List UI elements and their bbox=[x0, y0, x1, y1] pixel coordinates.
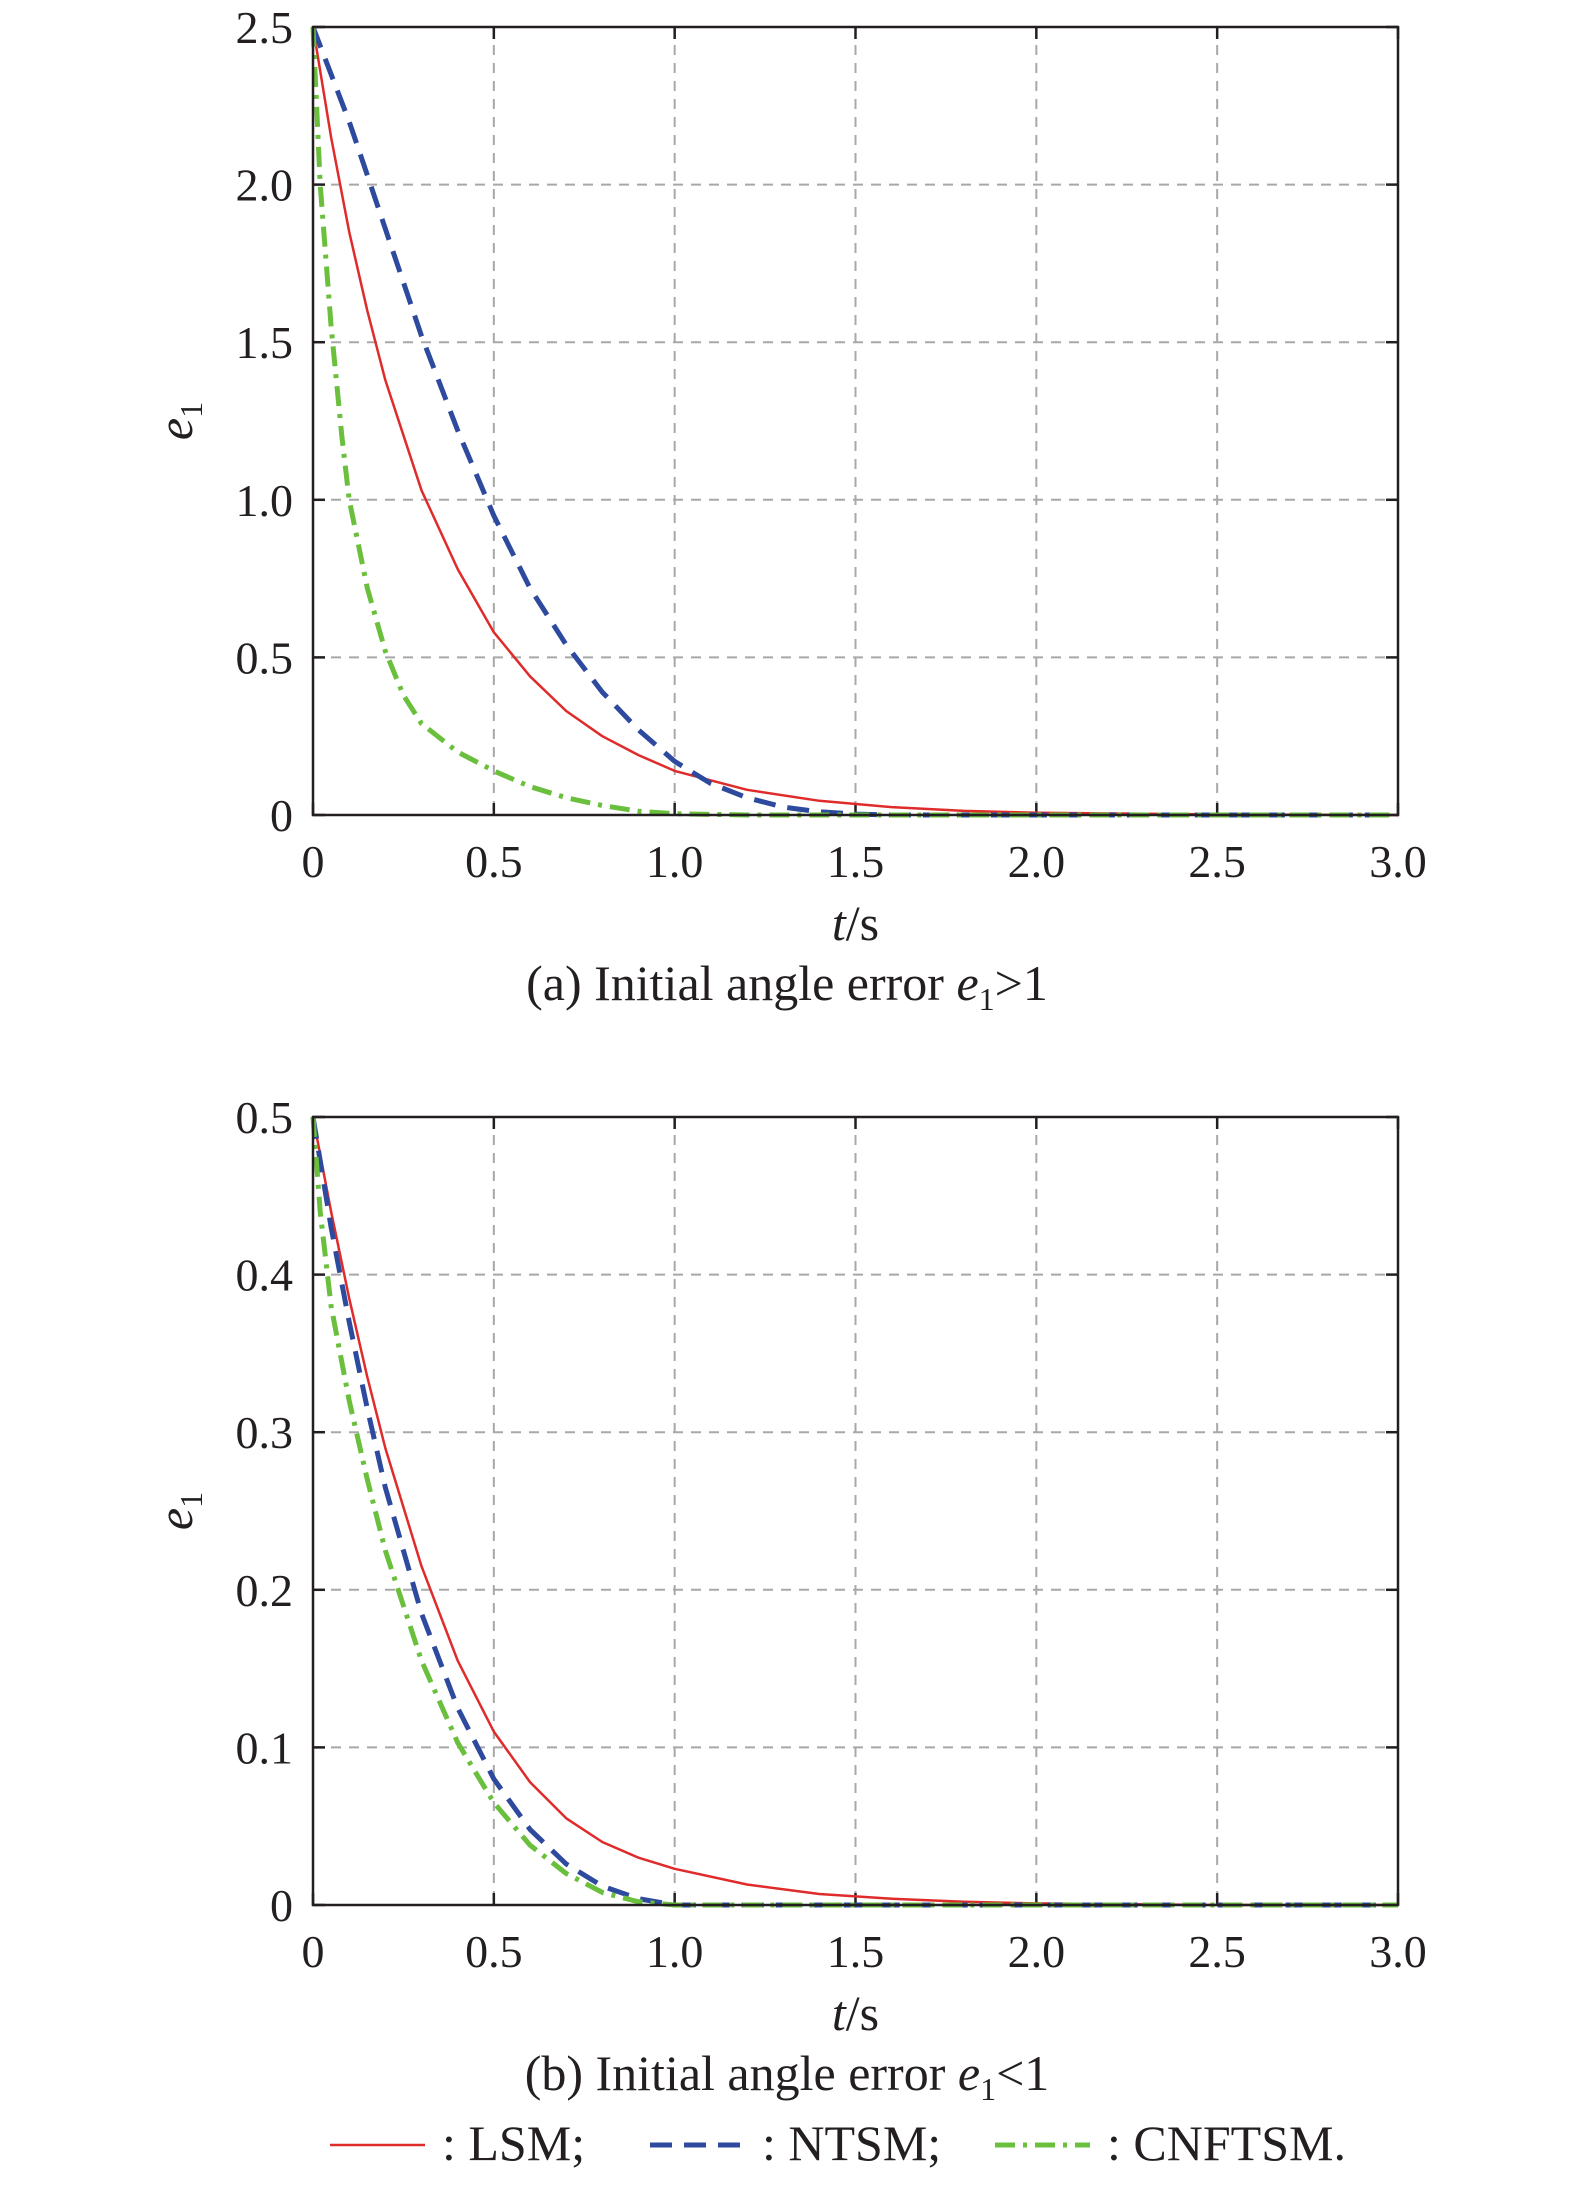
x-tick-label: 1.5 bbox=[827, 836, 885, 887]
caption-sub: 1 bbox=[979, 981, 995, 1017]
panel-a: 0 0.5 1.0 1.5 2.0 2.5 3.000.51.01.52.02.5t/se1… bbox=[147, 2, 1427, 1017]
y-axis-label-var: e bbox=[147, 1508, 203, 1530]
x-tick-label: 0.5 bbox=[465, 1926, 523, 1977]
x-axis-label: t/s bbox=[832, 895, 879, 951]
series-lsm-line bbox=[311, 26, 1399, 817]
x-tick-label: 3.0 bbox=[1369, 836, 1427, 887]
caption-var: e bbox=[958, 2045, 980, 2101]
x-tick-label: 1.0 bbox=[646, 1926, 704, 1977]
x-axis-label-var: t bbox=[832, 895, 847, 951]
y-tick-label: 0.5 bbox=[236, 632, 294, 683]
y-tick-label: 0 bbox=[270, 1880, 293, 1931]
y-tick-label: 0.2 bbox=[236, 1565, 294, 1616]
y-axis-label-var: e bbox=[147, 418, 203, 440]
x-tick-label: 0 bbox=[302, 1926, 325, 1977]
y-tick-label: 0 bbox=[270, 790, 293, 841]
x-tick-label: 2.5 bbox=[1188, 1926, 1246, 1977]
x-axis-label-var: t bbox=[832, 1985, 847, 2041]
x-tick-label: 1.0 bbox=[646, 836, 704, 887]
panel-caption: (a) Initial angle error e1>1 bbox=[526, 955, 1048, 1017]
x-tick-label: 2.5 bbox=[1188, 836, 1246, 887]
y-axis-label-sub: 1 bbox=[173, 402, 209, 418]
y-tick-label: 0.5 bbox=[236, 1092, 294, 1143]
y-axis-label-sub: 1 bbox=[173, 1492, 209, 1508]
x-axis-label-unit: /s bbox=[846, 1985, 879, 2041]
x-tick-label: 2.0 bbox=[1008, 1926, 1066, 1977]
y-tick-label: 0.3 bbox=[236, 1407, 294, 1458]
y-axis-label: e1 bbox=[147, 402, 209, 440]
caption-prefix: (b) Initial angle error bbox=[525, 2045, 958, 2101]
y-tick-label: 2.5 bbox=[236, 2, 294, 53]
x-tick-label: 0.5 bbox=[465, 836, 523, 887]
y-tick-label: 0.1 bbox=[236, 1722, 294, 1773]
y-tick-label: 0.4 bbox=[236, 1250, 294, 1301]
series-cnftsm-line bbox=[310, 1116, 1398, 1908]
x-tick-label: 0 bbox=[302, 836, 325, 887]
caption-sub: 1 bbox=[980, 2071, 996, 2107]
legend-label-1: : NTSM; bbox=[762, 2115, 941, 2171]
panel-caption: (b) Initial angle error e1<1 bbox=[525, 2045, 1050, 2107]
series-lsm-line bbox=[311, 1116, 1398, 1907]
x-tick-label: 3.0 bbox=[1369, 1926, 1427, 1977]
x-axis-label: t/s bbox=[832, 1985, 879, 2041]
legend-label-0: : LSM; bbox=[442, 2115, 585, 2171]
panel-b: 0 0.5 1.0 1.5 2.0 2.5 3.000.10.20.30.40.5t/se1… bbox=[147, 1092, 1427, 2107]
y-tick-label: 1.0 bbox=[236, 475, 294, 526]
plot-frame bbox=[311, 1115, 1400, 1907]
x-tick-label: 1.5 bbox=[827, 1926, 885, 1977]
caption-suffix: <1 bbox=[996, 2045, 1049, 2101]
y-tick-label: 2.0 bbox=[236, 160, 294, 211]
legend: : LSM; : NTSM; : CNFTSM. bbox=[330, 2115, 1346, 2171]
x-tick-label: 2.0 bbox=[1008, 836, 1066, 887]
caption-suffix: >1 bbox=[995, 955, 1048, 1011]
y-axis-label: e1 bbox=[147, 1492, 209, 1530]
caption-var: e bbox=[956, 955, 978, 1011]
caption-prefix: (a) Initial angle error bbox=[526, 955, 956, 1011]
y-tick-label: 1.5 bbox=[236, 317, 294, 368]
x-axis-label-unit: /s bbox=[846, 895, 879, 951]
plot-frame bbox=[311, 25, 1400, 817]
legend-label-2: : CNFTSM. bbox=[1107, 2115, 1346, 2171]
